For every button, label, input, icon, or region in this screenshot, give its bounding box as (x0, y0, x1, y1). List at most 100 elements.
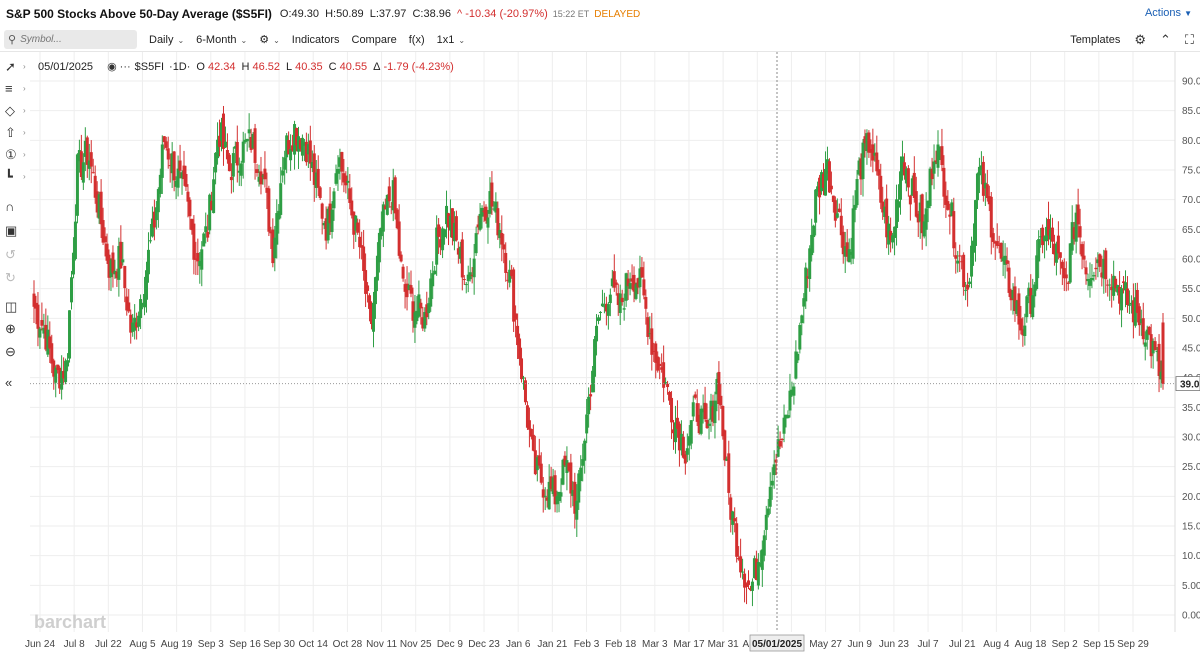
layout-select[interactable]: 1x1 ⌄ (437, 34, 465, 46)
undo-icon[interactable]: ↺ (5, 247, 16, 262)
candle-body (212, 179, 216, 214)
candle-body (1056, 235, 1060, 254)
candle-body (356, 222, 360, 233)
lock-icon[interactable]: ▣ (5, 223, 18, 238)
candle-body (1033, 284, 1037, 297)
x-tick-label: Aug 4 (983, 639, 1010, 650)
candle-body (377, 232, 381, 263)
y-tick-label: 70.0 (1182, 195, 1200, 206)
price-chart[interactable]: 0.005.0010.015.020.025.030.035.040.045.0… (0, 52, 1200, 652)
candle-body (851, 208, 855, 259)
shape-tool-icon[interactable]: ◇ › (5, 103, 26, 118)
candle-body (1088, 279, 1092, 286)
candle-body (622, 308, 626, 310)
symbol-search[interactable]: ⚲ (4, 30, 137, 49)
candle-body (589, 394, 593, 397)
more-icon[interactable]: ··· (119, 60, 131, 73)
zoom-in-icon[interactable]: ⊕ (5, 321, 16, 336)
redo-icon[interactable]: ↻ (5, 270, 16, 285)
candle-body (425, 304, 429, 318)
candle-body (585, 414, 589, 434)
candle-body (304, 141, 308, 163)
candle-body (251, 133, 255, 149)
candle-body (827, 161, 831, 193)
candle-body (320, 203, 324, 219)
interval-select[interactable]: Daily ⌄ (149, 34, 184, 46)
x-tick-label: Sep 30 (263, 639, 295, 650)
candle-body (948, 214, 952, 217)
compare-button[interactable]: Compare (351, 33, 397, 46)
candle-body (50, 343, 54, 364)
candle-body (486, 217, 490, 228)
candle-body (484, 206, 488, 221)
candle-body (1074, 212, 1078, 242)
candle-body (843, 246, 847, 257)
candle-body (952, 211, 956, 249)
candle-body (395, 209, 399, 229)
indicators-button[interactable]: Indicators (291, 33, 340, 46)
candle-body (1139, 318, 1143, 324)
annotation-tool-icon[interactable]: ① › (5, 147, 26, 162)
candle-body (725, 458, 729, 461)
candle-body (1066, 282, 1070, 284)
candle-body (259, 171, 263, 185)
candle-body (916, 213, 920, 223)
collapse-icon[interactable]: ⌃ (1159, 32, 1171, 47)
legend-o-label: O (196, 60, 205, 73)
candle-body (338, 157, 342, 167)
templates-button[interactable]: Templates (1070, 34, 1121, 46)
candle-body (940, 146, 944, 166)
candle-body (942, 167, 946, 197)
symbol-input[interactable] (20, 34, 131, 45)
candle-body (125, 296, 129, 311)
candle-body (316, 168, 320, 188)
candle-body (997, 245, 1001, 247)
candle-body (200, 249, 204, 270)
candle-body (523, 380, 527, 403)
measure-tool-icon[interactable]: ┗ › (5, 169, 26, 184)
fx-button[interactable]: f(x) (408, 33, 425, 46)
candle-body (393, 177, 397, 214)
candle-body (184, 173, 188, 187)
candle-body (557, 491, 561, 501)
fib-tool-icon[interactable]: ≡ › (5, 81, 26, 96)
zoom-out-icon[interactable]: ⊖ (5, 344, 16, 359)
fullscreen-icon[interactable]: ⛶ (1184, 32, 1194, 47)
range-select[interactable]: 6-Month ⌄ (196, 34, 247, 46)
candle-body (906, 168, 910, 188)
legend-open: 42.34 (207, 60, 236, 73)
candle-body (883, 206, 887, 217)
candle-body (608, 294, 612, 304)
eye-icon[interactable]: ◉ (107, 61, 117, 73)
chart-type-select[interactable]: ⚙​ ⌄ (259, 33, 280, 46)
legend-date: 05/01/2025 (38, 60, 94, 73)
candle-body (180, 172, 184, 179)
candle-body (433, 270, 437, 275)
trash-icon[interactable]: ◫ (5, 299, 18, 314)
candle-body (782, 417, 786, 434)
candle-body (439, 239, 443, 248)
candle-body (679, 433, 683, 451)
collapse-sidebar-icon[interactable]: « (5, 375, 13, 390)
actions-menu[interactable]: Actions ▼ (1145, 7, 1192, 19)
candle-body (514, 313, 518, 320)
candle-body (822, 173, 826, 188)
candle-body (253, 128, 257, 163)
candle-body (79, 151, 83, 178)
candle-body (1149, 334, 1153, 357)
trendline-tool-icon[interactable]: ➚ › (5, 59, 26, 74)
candle-body (141, 303, 145, 306)
magnet-icon[interactable]: ∩ (5, 199, 15, 214)
candle-body (908, 195, 912, 205)
candle-body (1131, 300, 1135, 323)
candle-body (695, 403, 699, 422)
candle-body (403, 284, 407, 292)
gear-icon[interactable]: ⚙ (1134, 32, 1146, 47)
candle-body (559, 492, 563, 497)
candle-body (340, 152, 344, 172)
candle-body (853, 204, 857, 210)
candle-body (97, 194, 101, 219)
candle-body (814, 189, 818, 223)
arrow-tool-icon[interactable]: ⇧ › (5, 125, 26, 140)
candle-body (778, 440, 782, 447)
